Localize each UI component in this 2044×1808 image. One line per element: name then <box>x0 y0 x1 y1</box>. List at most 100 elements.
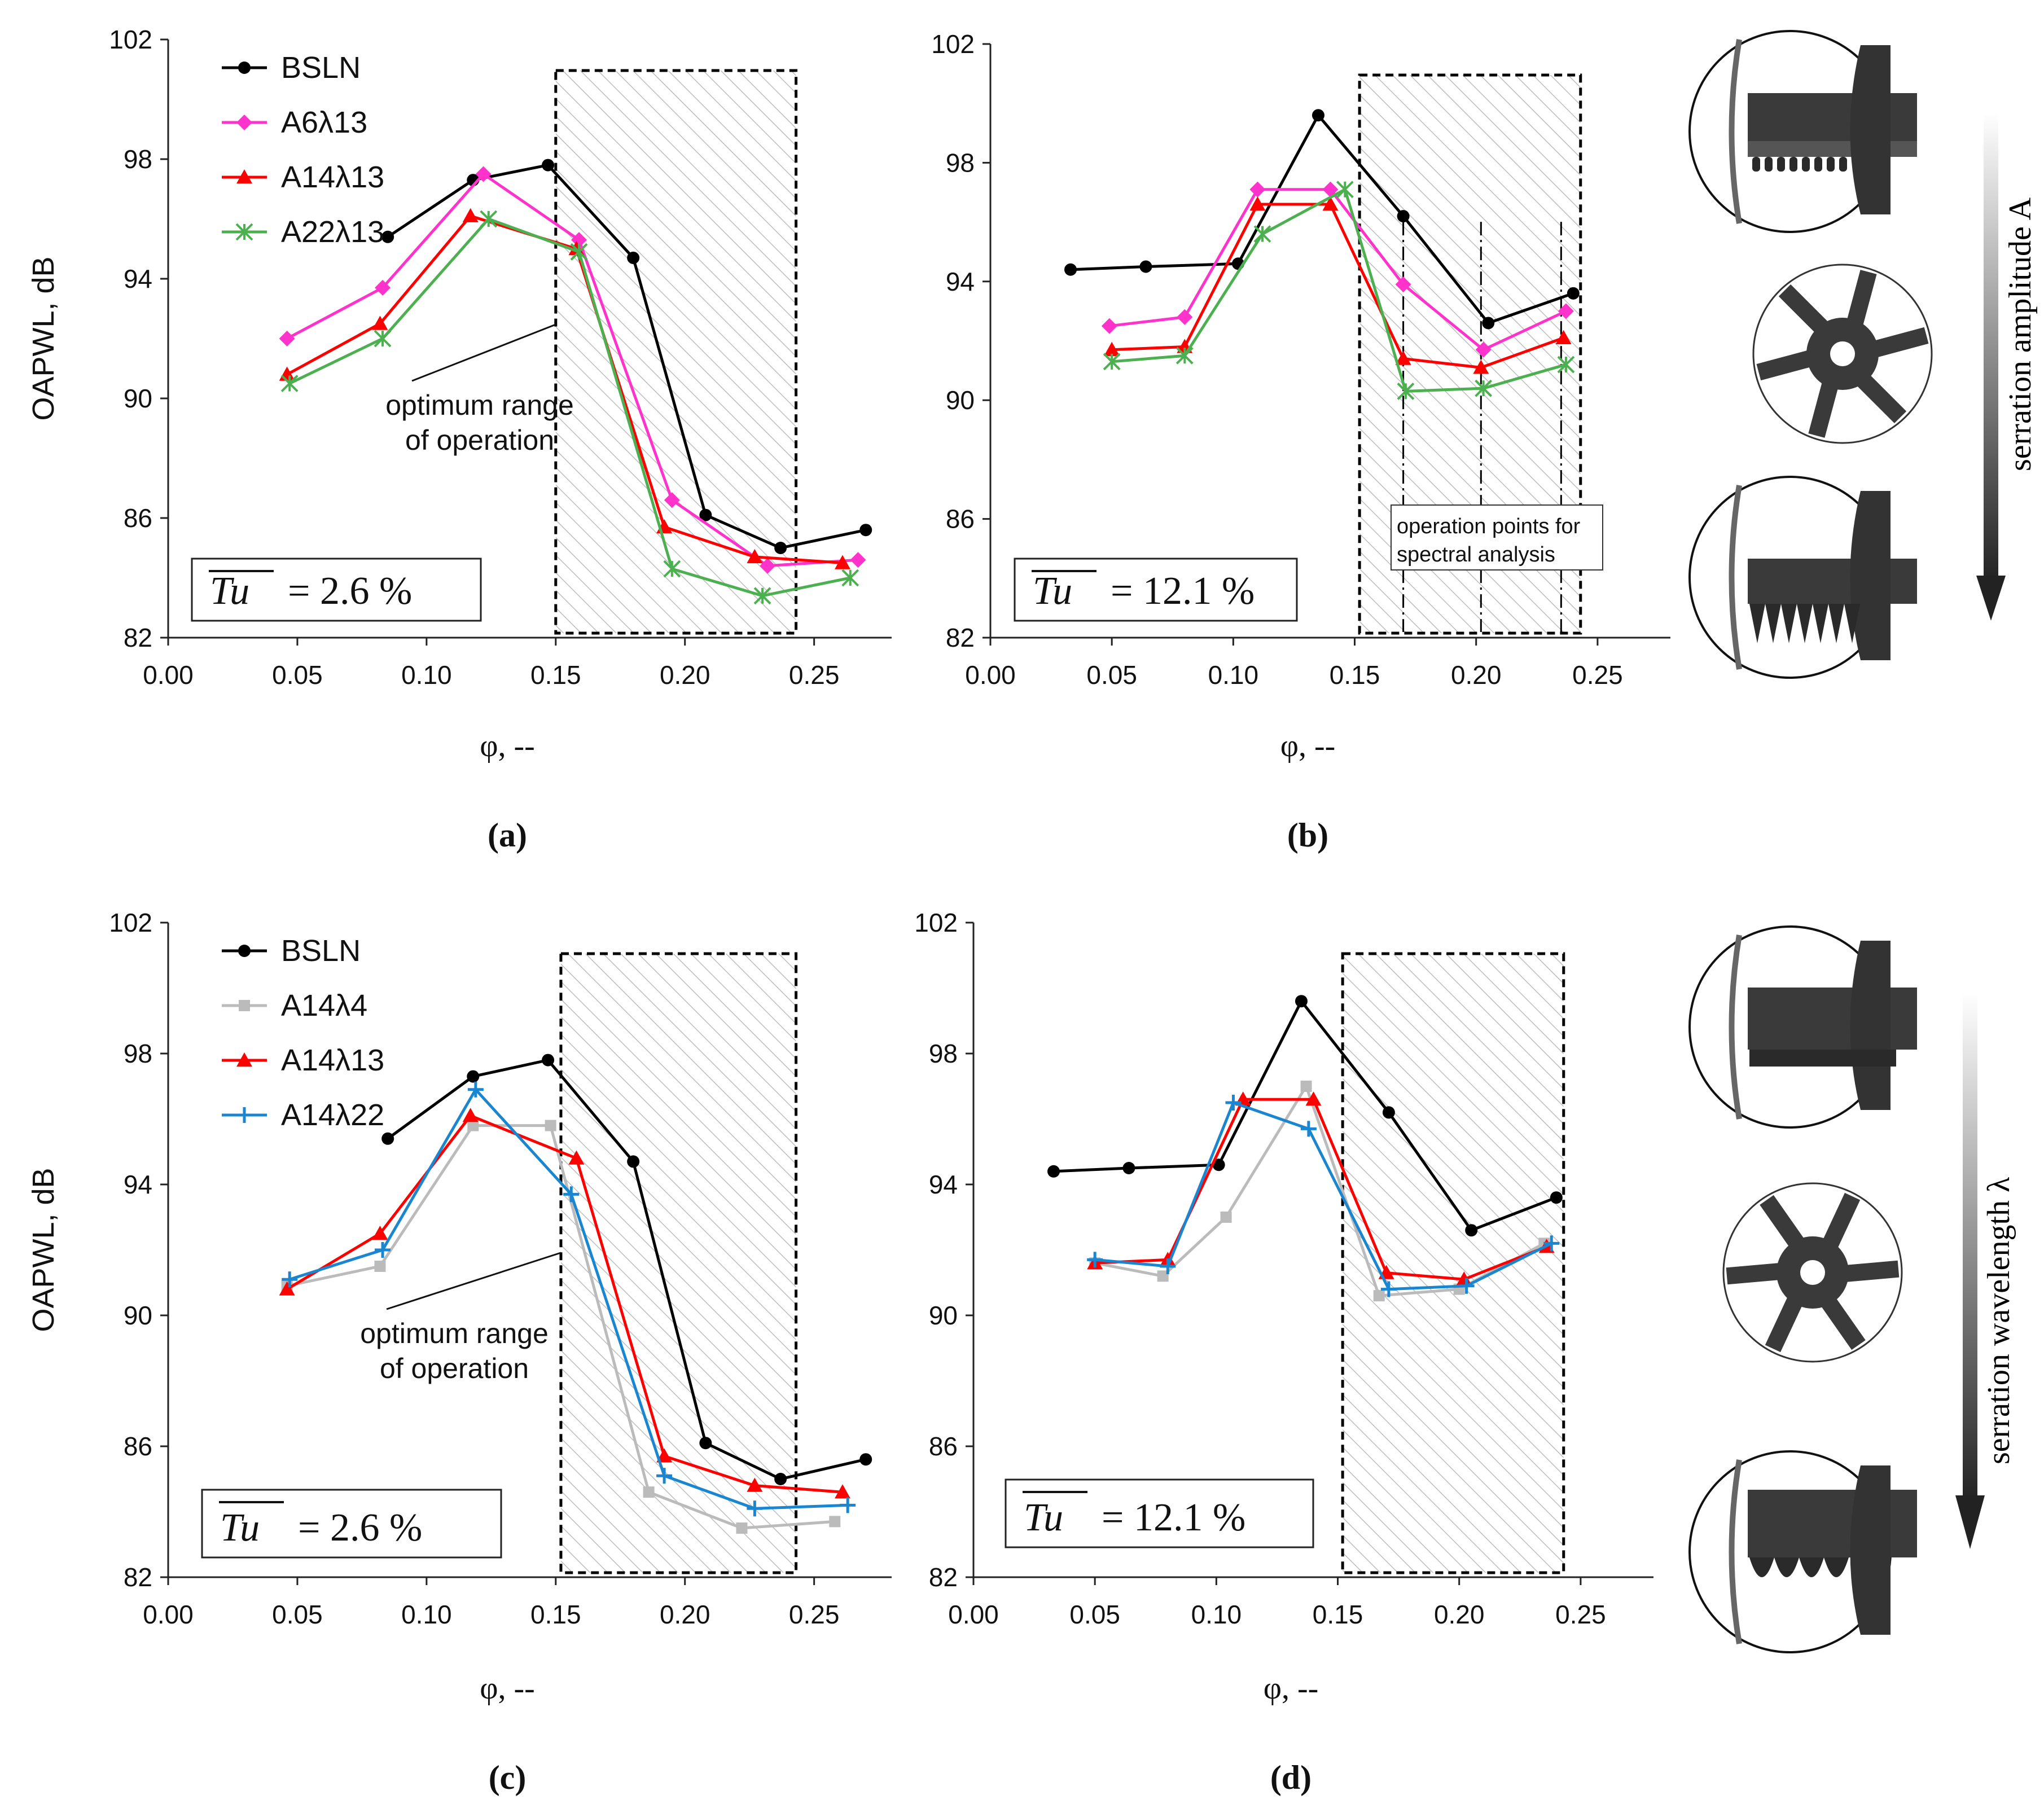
y-axis-label: OAPWL, dB <box>27 256 60 420</box>
turbulence-symbol: Tu <box>220 1506 260 1550</box>
data-point <box>774 542 787 554</box>
x-axis-label: φ, -- <box>1264 1671 1319 1706</box>
data-point <box>1047 1165 1060 1178</box>
data-point <box>829 1516 841 1528</box>
turbulence-value: = 2.6 % <box>288 569 412 613</box>
data-point <box>664 492 680 508</box>
data-point <box>279 331 295 346</box>
annotation-text: optimum range <box>360 1318 549 1349</box>
panel-label: (b) <box>1287 817 1328 854</box>
data-point <box>1336 181 1354 199</box>
x-tick-label: 0.25 <box>1572 660 1623 690</box>
data-point <box>462 208 479 222</box>
y-tick-label: 90 <box>946 385 975 415</box>
legend-marker <box>238 62 251 74</box>
x-axis-label: φ, -- <box>480 729 535 763</box>
series-A14λ22 <box>1087 1095 1560 1297</box>
data-point <box>1139 260 1152 273</box>
data-point <box>699 1437 712 1450</box>
x-axis-label: φ, -- <box>1280 729 1336 763</box>
data-point <box>841 569 859 587</box>
data-point <box>375 1242 391 1258</box>
data-point <box>374 330 392 348</box>
legend-label: A22λ13 <box>281 215 384 249</box>
y-tick-label: 102 <box>109 25 152 54</box>
panel-label: (c) <box>489 1759 527 1796</box>
data-point <box>1220 1212 1232 1223</box>
turbulence-symbol: Tu <box>210 569 249 613</box>
data-point <box>280 375 299 392</box>
data-point <box>381 230 394 243</box>
data-point <box>840 1497 856 1513</box>
annotation-leader <box>411 323 556 382</box>
x-tick-label: 0.25 <box>789 660 840 690</box>
x-tick-label: 0.00 <box>965 660 1016 690</box>
data-point <box>563 1186 580 1203</box>
data-point <box>699 508 712 521</box>
data-point <box>381 1132 394 1145</box>
series-A14λ13 <box>279 1108 851 1499</box>
data-point <box>480 210 498 228</box>
y-tick-label: 94 <box>124 1170 152 1199</box>
data-point <box>1473 359 1489 374</box>
data-point <box>1103 353 1121 371</box>
data-point <box>747 548 763 564</box>
annotation-leader <box>386 1252 562 1310</box>
x-tick-label: 0.20 <box>660 1600 710 1629</box>
legend-marker <box>236 1052 252 1067</box>
y-tick-label: 82 <box>946 623 975 652</box>
blade-zoom-wide-serration-icon <box>1688 1450 1917 1653</box>
x-tick-label: 0.15 <box>530 660 581 690</box>
legend-label: A6λ13 <box>281 106 367 139</box>
data-point <box>467 1070 480 1083</box>
data-point <box>542 1054 555 1067</box>
data-point <box>1373 1290 1385 1302</box>
series-BSLN <box>381 1054 872 1485</box>
data-point <box>663 560 681 578</box>
data-point <box>1312 109 1324 122</box>
x-tick-label: 0.20 <box>1434 1600 1485 1629</box>
data-point <box>1160 1258 1176 1274</box>
legend-label: A14λ22 <box>281 1098 384 1132</box>
data-point <box>835 1484 851 1499</box>
data-point <box>1567 287 1580 300</box>
data-point <box>1456 1271 1472 1286</box>
data-point <box>627 1155 640 1168</box>
x-tick-label: 0.20 <box>1451 660 1502 690</box>
legend-marker <box>235 223 253 241</box>
shaded-optimum-region <box>559 952 798 1574</box>
y-tick-label: 90 <box>929 1301 958 1330</box>
turbulence-box <box>1014 558 1298 622</box>
y-tick-label: 86 <box>124 1432 152 1461</box>
turbulence-symbol: Tu <box>1033 569 1072 613</box>
data-point <box>282 1271 298 1288</box>
annotation-text: operation points for <box>1397 515 1581 538</box>
panel-d: 82 86 90 94 98 102 0.00 0.05 0.10 0.15 0.20 0.25 φ, … <box>914 908 1653 1796</box>
data-point <box>1475 341 1492 358</box>
data-point <box>835 555 851 569</box>
data-point <box>1104 341 1120 356</box>
data-point <box>375 279 391 296</box>
data-point <box>627 251 640 264</box>
x-tick-label: 0.05 <box>1069 1600 1120 1629</box>
data-point <box>1397 210 1410 223</box>
data-point <box>1212 1158 1225 1171</box>
data-point <box>1322 196 1339 211</box>
legend-marker <box>236 115 252 130</box>
data-point <box>1395 350 1411 365</box>
data-point <box>1157 1270 1169 1282</box>
legend: BSLN A14λ4 A14λ13 A14λ22 <box>222 934 384 1132</box>
series-A22λ13 <box>1103 181 1575 400</box>
x-tick-label: 0.15 <box>1313 1600 1363 1629</box>
data-point <box>1475 379 1493 397</box>
blade-zoom-serrated-icon <box>1688 476 1917 679</box>
series-BSLN <box>381 159 872 554</box>
y-tick-label: 94 <box>946 267 975 296</box>
series-A6λ13 <box>279 166 866 574</box>
x-tick-label: 0.25 <box>1555 1600 1606 1629</box>
data-point <box>1322 181 1339 198</box>
x-tick-label: 0.00 <box>143 660 194 690</box>
turbulence-box <box>191 558 482 622</box>
series-BSLN <box>1064 109 1580 330</box>
x-tick-label: 0.25 <box>789 1600 840 1629</box>
